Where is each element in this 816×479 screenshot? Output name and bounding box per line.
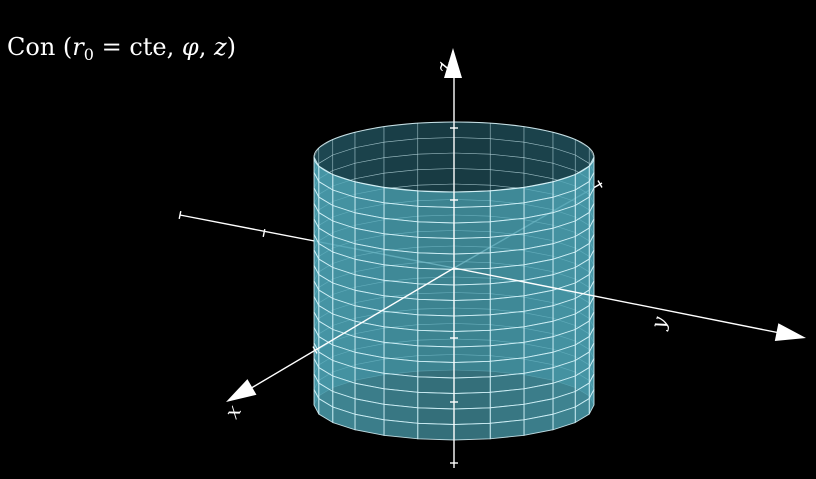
cylinder-panel [453,152,491,171]
cylinder-panel [417,407,455,425]
caption-open-paren: ( [62,33,73,61]
cylinder-panel [417,391,455,410]
x-axis-label: x [220,401,246,423]
cylinder-panel [453,345,491,363]
caption-equals-cte: = cte, [101,33,175,61]
caption-prefix: Con [7,33,56,61]
cylinder-panel [453,252,491,270]
cylinder-panel [417,422,455,441]
cylinder-panel [453,121,491,140]
y-axis-tick [597,180,603,188]
cylinder-panel [453,190,491,208]
y-axis-arrow [774,323,806,341]
x-axis-tick [178,210,182,220]
cylinder-panel [417,221,455,239]
cylinder-panel [417,168,455,186]
cylinder-panel [453,391,491,410]
cylinder-panel [453,407,491,425]
cylinder-panel [453,236,491,255]
cylinder-panel [453,168,491,186]
cylinder-panel [453,298,491,317]
cylinder-front-surface [313,121,595,441]
cylinder-panel [417,152,455,171]
x-axis-tick [312,346,318,354]
axes-front [226,48,806,468]
cylinder-panel [453,283,491,301]
cylinder-panel [417,252,455,270]
cylinder-panel [453,314,491,332]
caption-subscript-0: 0 [83,45,94,64]
cylinder-panel [417,205,455,224]
cylinder-panel [417,190,455,208]
cylinder-panel [453,360,491,379]
cylinder-panel [417,376,455,394]
y-axis-label: y [645,313,672,332]
cylinder-panel [417,329,455,348]
cylinder-panel [453,221,491,239]
cylinder-panel [453,137,491,155]
cylinder-panel [417,360,455,379]
x-axis-arrow [226,379,257,402]
caption-title: Con (r0 = cte, φ, z) [7,32,236,70]
cylinder-panel [453,329,491,348]
cylinder-panel [417,121,455,140]
cylinder-panel [417,236,455,255]
cylinder-panel [417,314,455,332]
z-axis-arrow [444,48,462,78]
x-axis-front-line [247,267,455,391]
caption-var-z: z [214,33,227,61]
cylinder-panel [453,205,491,224]
cylinder-panel [489,419,525,440]
y-axis-front-line [453,267,781,334]
caption-var-phi: φ [181,33,199,61]
cylinder-panel [453,267,491,286]
cylinder-panel [453,422,491,441]
z-axis-label: z [435,59,460,73]
cylinder-panel [383,419,419,440]
cylinder-panel [417,345,455,363]
x-axis-tick [262,228,266,238]
cylinder-panel [417,137,455,155]
cylinder-panel [313,389,320,415]
caption-close-paren: ) [226,33,237,61]
caption-var-r: r [72,33,84,61]
cylinder-panel [453,376,491,394]
caption-comma: , [198,33,207,61]
cylinder-panel [417,298,455,317]
